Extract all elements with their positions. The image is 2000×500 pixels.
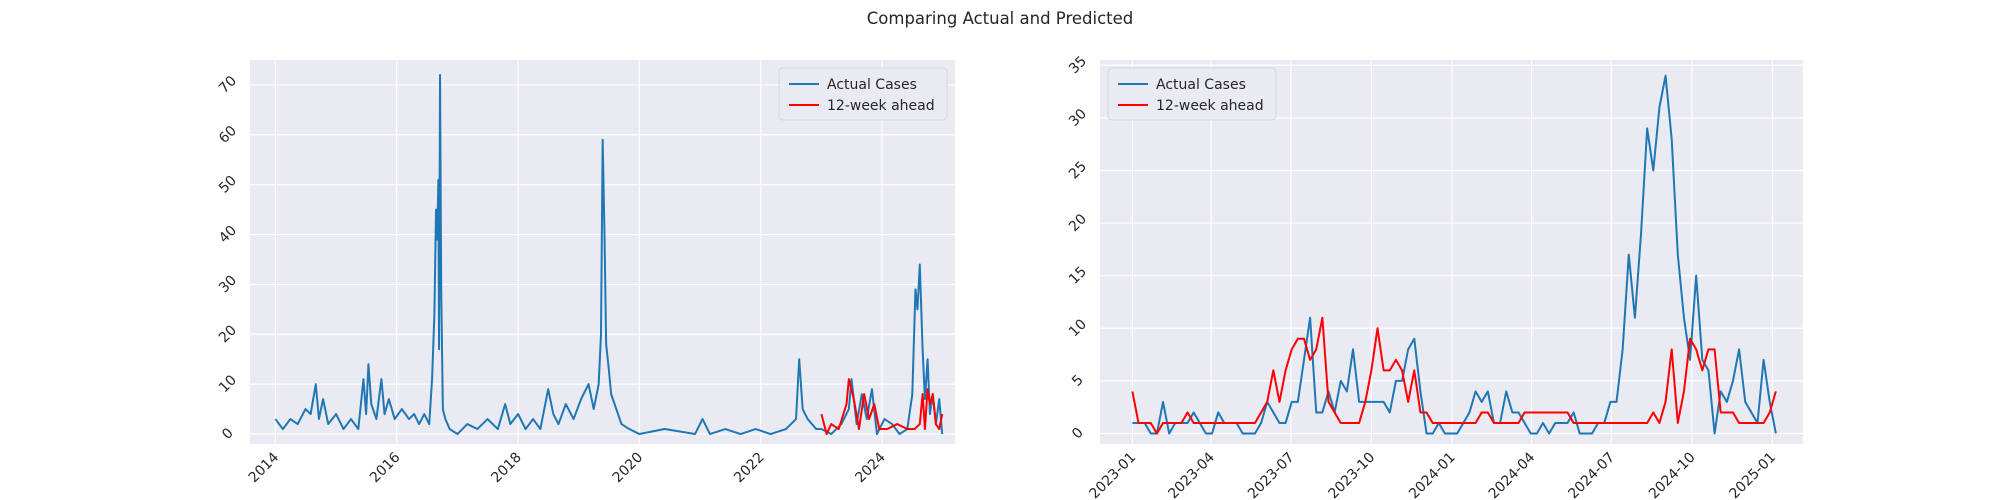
x-tick-label: 2016: [367, 449, 404, 486]
y-tick-label: 5: [1069, 372, 1087, 390]
figure-title: Comparing Actual and Predicted: [867, 9, 1134, 28]
x-tick-label: 2018: [488, 450, 525, 487]
legend: Actual Cases 12-week ahead: [1107, 67, 1277, 121]
y-tick-label: 20: [1066, 211, 1090, 235]
y-tick-label: 35: [1066, 53, 1090, 77]
y-tick-label: 10: [216, 372, 240, 396]
x-tick-label: 2024-04: [1486, 449, 1539, 500]
actual-cases-line: [274, 73, 944, 436]
y-tick-label: 20: [216, 322, 240, 346]
legend: Actual Cases 12-week ahead: [778, 67, 948, 121]
x-tick-label: 2023-10: [1326, 450, 1379, 500]
prediction-line: [1131, 316, 1777, 435]
y-tick-label: 25: [1066, 159, 1090, 183]
y-tick-label: 10: [1066, 316, 1090, 340]
legend-label: Actual Cases: [827, 77, 917, 93]
legend-box: [778, 67, 948, 121]
legend-label: 12-week ahead: [827, 98, 935, 114]
y-tick-label: 70: [216, 73, 240, 97]
y-tick-label: 60: [216, 123, 240, 147]
actual-cases-line: [1132, 74, 1777, 435]
x-tick-label: 2024-07: [1565, 450, 1618, 500]
x-tick-label: 2024-10: [1646, 450, 1699, 500]
left-chart-panel: 0 10 20 30 40 50 60 70 2014 2016 2018 2020 2022 2024 A…: [216, 60, 955, 486]
x-tick-label: 2023-01: [1087, 450, 1140, 500]
legend-box: [1107, 67, 1277, 121]
y-tick-label: 30: [1066, 106, 1090, 130]
y-tick-label: 50: [216, 173, 240, 197]
x-tick-label: 2022: [731, 450, 768, 487]
y-tick-label: 15: [1066, 264, 1090, 288]
prediction-line: [820, 378, 944, 436]
legend-label: 12-week ahead: [1156, 98, 1264, 114]
x-tick-label: 2020: [610, 450, 647, 487]
x-tick-label: 2023-07: [1245, 450, 1298, 500]
legend-label: Actual Cases: [1156, 77, 1246, 93]
right-chart-panel: 0 5 10 15 20 25 30 35 2023-01 2023-04 2023-07 2023-…: [1066, 53, 1803, 500]
x-tick-label: 2014: [246, 449, 283, 486]
y-tick-label: 0: [219, 425, 237, 443]
y-tick-label: 0: [1069, 425, 1087, 443]
x-tick-label: 2025-01: [1727, 450, 1780, 500]
y-tick-label: 30: [216, 272, 240, 296]
y-tick-label: 40: [216, 223, 240, 247]
x-tick-label: 2023-04: [1165, 449, 1218, 500]
x-tick-label: 2024: [852, 449, 889, 486]
x-tick-label: 2024-01: [1406, 450, 1459, 500]
